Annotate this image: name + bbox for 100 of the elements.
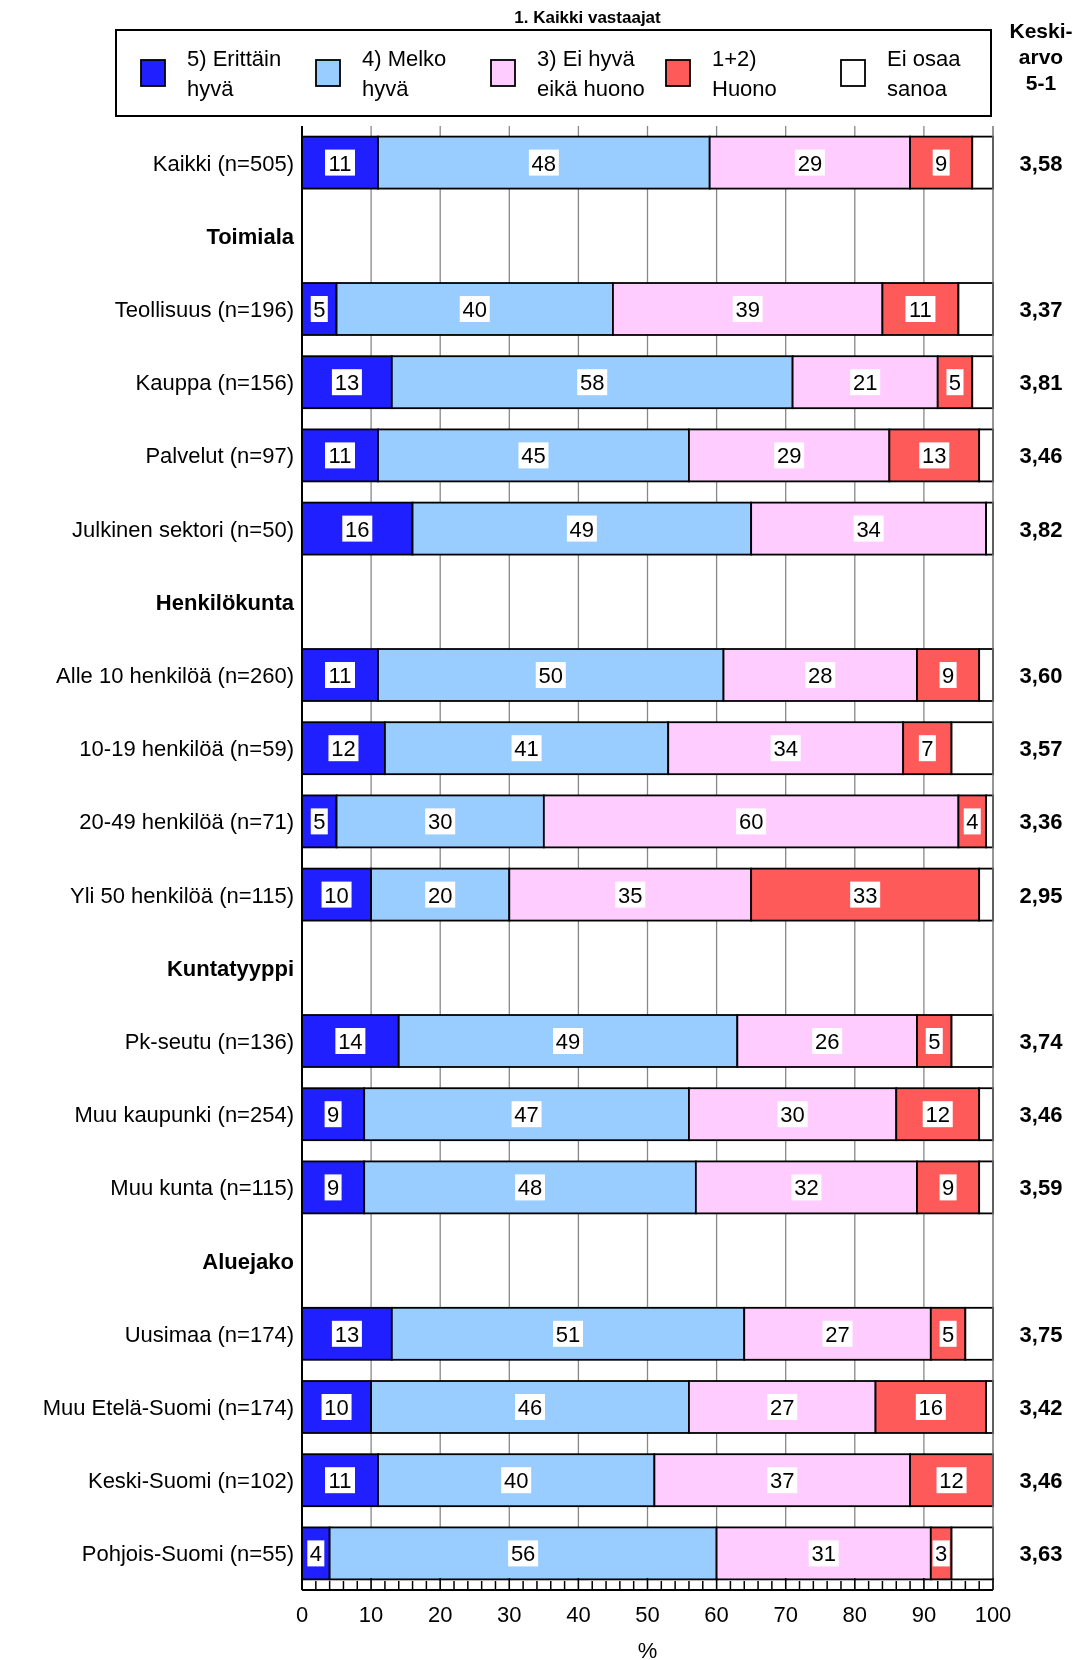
text: 3,75 — [1019, 1321, 1063, 1347]
text: 3,59 — [1019, 1175, 1063, 1201]
data-label: 41 — [514, 736, 539, 762]
y-tick-label: Henkilökunta — [155, 589, 295, 615]
data-label: 28 — [808, 663, 833, 688]
x-tick-label: 50 — [635, 1602, 660, 1627]
data-label: 12 — [939, 1468, 964, 1494]
x-tick-label: 20 — [427, 1602, 453, 1627]
y-tick-label: Kauppa (n=156) — [135, 370, 294, 396]
data-label: 56 — [510, 1541, 536, 1567]
text: 3,60 — [1019, 663, 1063, 688]
data-label: 50 — [538, 663, 563, 688]
text: 3,63 — [1019, 1541, 1063, 1567]
data-label: 47 — [514, 1102, 539, 1128]
data-label: 10 — [324, 1395, 349, 1420]
data-label: 32 — [794, 1175, 819, 1201]
y-tick-label: Pohjois-Suomi (n=55) — [81, 1541, 294, 1567]
data-label: 29 — [797, 150, 823, 176]
text: 3,46 — [1019, 443, 1063, 469]
legend-label: 5) Erittäin hyvä — [187, 46, 282, 101]
text: 3,46 — [1019, 1102, 1063, 1128]
data-label: 12 — [925, 1102, 950, 1128]
text: 2,95 — [1019, 882, 1063, 908]
data-label: 11 — [328, 1468, 352, 1494]
legend-label: Ei osaa sanoa — [887, 46, 962, 101]
y-tick-label: Alle 10 henkilöä (n=260) — [56, 663, 294, 688]
x-tick-label: 10 — [358, 1602, 384, 1627]
y-tick-label: Muu kunta (n=115) — [110, 1175, 294, 1201]
data-label: 5 — [948, 370, 962, 396]
data-label: 29 — [776, 443, 802, 469]
y-tick-label: Teollisuus (n=196) — [114, 297, 294, 322]
data-label: 58 — [579, 370, 605, 396]
data-label: 30 — [780, 1102, 805, 1128]
x-tick-label: 70 — [773, 1602, 798, 1627]
data-label: 48 — [517, 1175, 543, 1201]
data-label: 27 — [825, 1321, 850, 1347]
data-label: 5 — [941, 1321, 955, 1347]
data-label: 49 — [555, 1029, 581, 1054]
data-label: 33 — [852, 882, 878, 908]
data-label: 9 — [326, 1175, 340, 1201]
data-label: 9 — [941, 1175, 955, 1201]
data-label: 37 — [770, 1468, 795, 1494]
data-label: 21 — [852, 370, 878, 396]
data-label: 48 — [531, 150, 557, 176]
data-label: 34 — [856, 516, 881, 542]
text: 3,74 — [1019, 1029, 1064, 1054]
x-axis-title: % — [637, 1638, 658, 1660]
data-label: 26 — [814, 1029, 840, 1054]
x-tick-label: 100 — [974, 1602, 1012, 1627]
x-tick-label: 40 — [566, 1602, 591, 1627]
data-label: 4 — [966, 809, 979, 835]
y-tick-label: Muu Etelä-Suomi (n=174) — [42, 1395, 294, 1420]
text: 3,46 — [1019, 1468, 1063, 1494]
text: 3,82 — [1019, 516, 1063, 542]
x-tick-label: 80 — [842, 1602, 868, 1627]
data-label: 35 — [617, 882, 643, 908]
data-label: 7 — [921, 736, 934, 762]
text: 3,57 — [1019, 736, 1063, 762]
data-label: 9 — [935, 150, 948, 176]
x-tick-label: 30 — [497, 1602, 522, 1627]
data-label: 31 — [811, 1541, 836, 1567]
data-label: 11 — [328, 150, 352, 176]
legend-label: 3) Ei hyvä eikä huono — [537, 46, 645, 101]
data-label: 27 — [770, 1395, 795, 1420]
data-label: 16 — [345, 516, 370, 542]
data-label: 11 — [328, 663, 352, 688]
data-label: 9 — [326, 1102, 340, 1128]
data-label: 10 — [324, 882, 349, 908]
y-tick-label: Toimiala — [206, 223, 295, 249]
data-label: 39 — [735, 297, 760, 322]
data-label: 5 — [313, 297, 326, 322]
data-label: 30 — [427, 809, 453, 835]
x-tick-label: 60 — [704, 1602, 729, 1627]
data-label: 13 — [334, 370, 360, 396]
legend-label: 4) Melko hyvä — [362, 46, 447, 101]
x-tick-label: 90 — [911, 1602, 937, 1627]
x-tick-label: 0 — [295, 1602, 309, 1627]
y-tick-label: Kuntatyyppi — [166, 955, 294, 981]
data-label: 4 — [309, 1541, 322, 1567]
legend-label: 1+2) Huono — [712, 46, 777, 101]
data-label: 5 — [313, 809, 326, 835]
y-tick-label: Julkinen sektori (n=50) — [72, 516, 294, 542]
data-label: 9 — [941, 663, 955, 688]
data-label: 40 — [503, 1468, 529, 1494]
data-label: 16 — [918, 1395, 944, 1420]
y-tick-label: Pk-seutu (n=136) — [124, 1029, 294, 1054]
data-label: 46 — [517, 1395, 543, 1420]
data-label: 40 — [462, 297, 487, 322]
data-label: 11 — [909, 297, 932, 322]
text: 3,36 — [1019, 809, 1063, 835]
y-tick-label: Aluejako — [202, 1248, 294, 1274]
y-tick-label: Uusimaa (n=174) — [124, 1321, 294, 1347]
data-label: 51 — [555, 1321, 581, 1347]
text: 3,37 — [1019, 297, 1063, 322]
y-tick-label: Palvelut (n=97) — [145, 443, 294, 469]
y-tick-label: 10-19 henkilöä (n=59) — [79, 736, 294, 762]
text: 3,58 — [1019, 150, 1063, 176]
data-label: 11 — [328, 443, 352, 469]
y-tick-label: Muu kaupunki (n=254) — [74, 1102, 294, 1128]
data-label: 14 — [338, 1029, 363, 1054]
